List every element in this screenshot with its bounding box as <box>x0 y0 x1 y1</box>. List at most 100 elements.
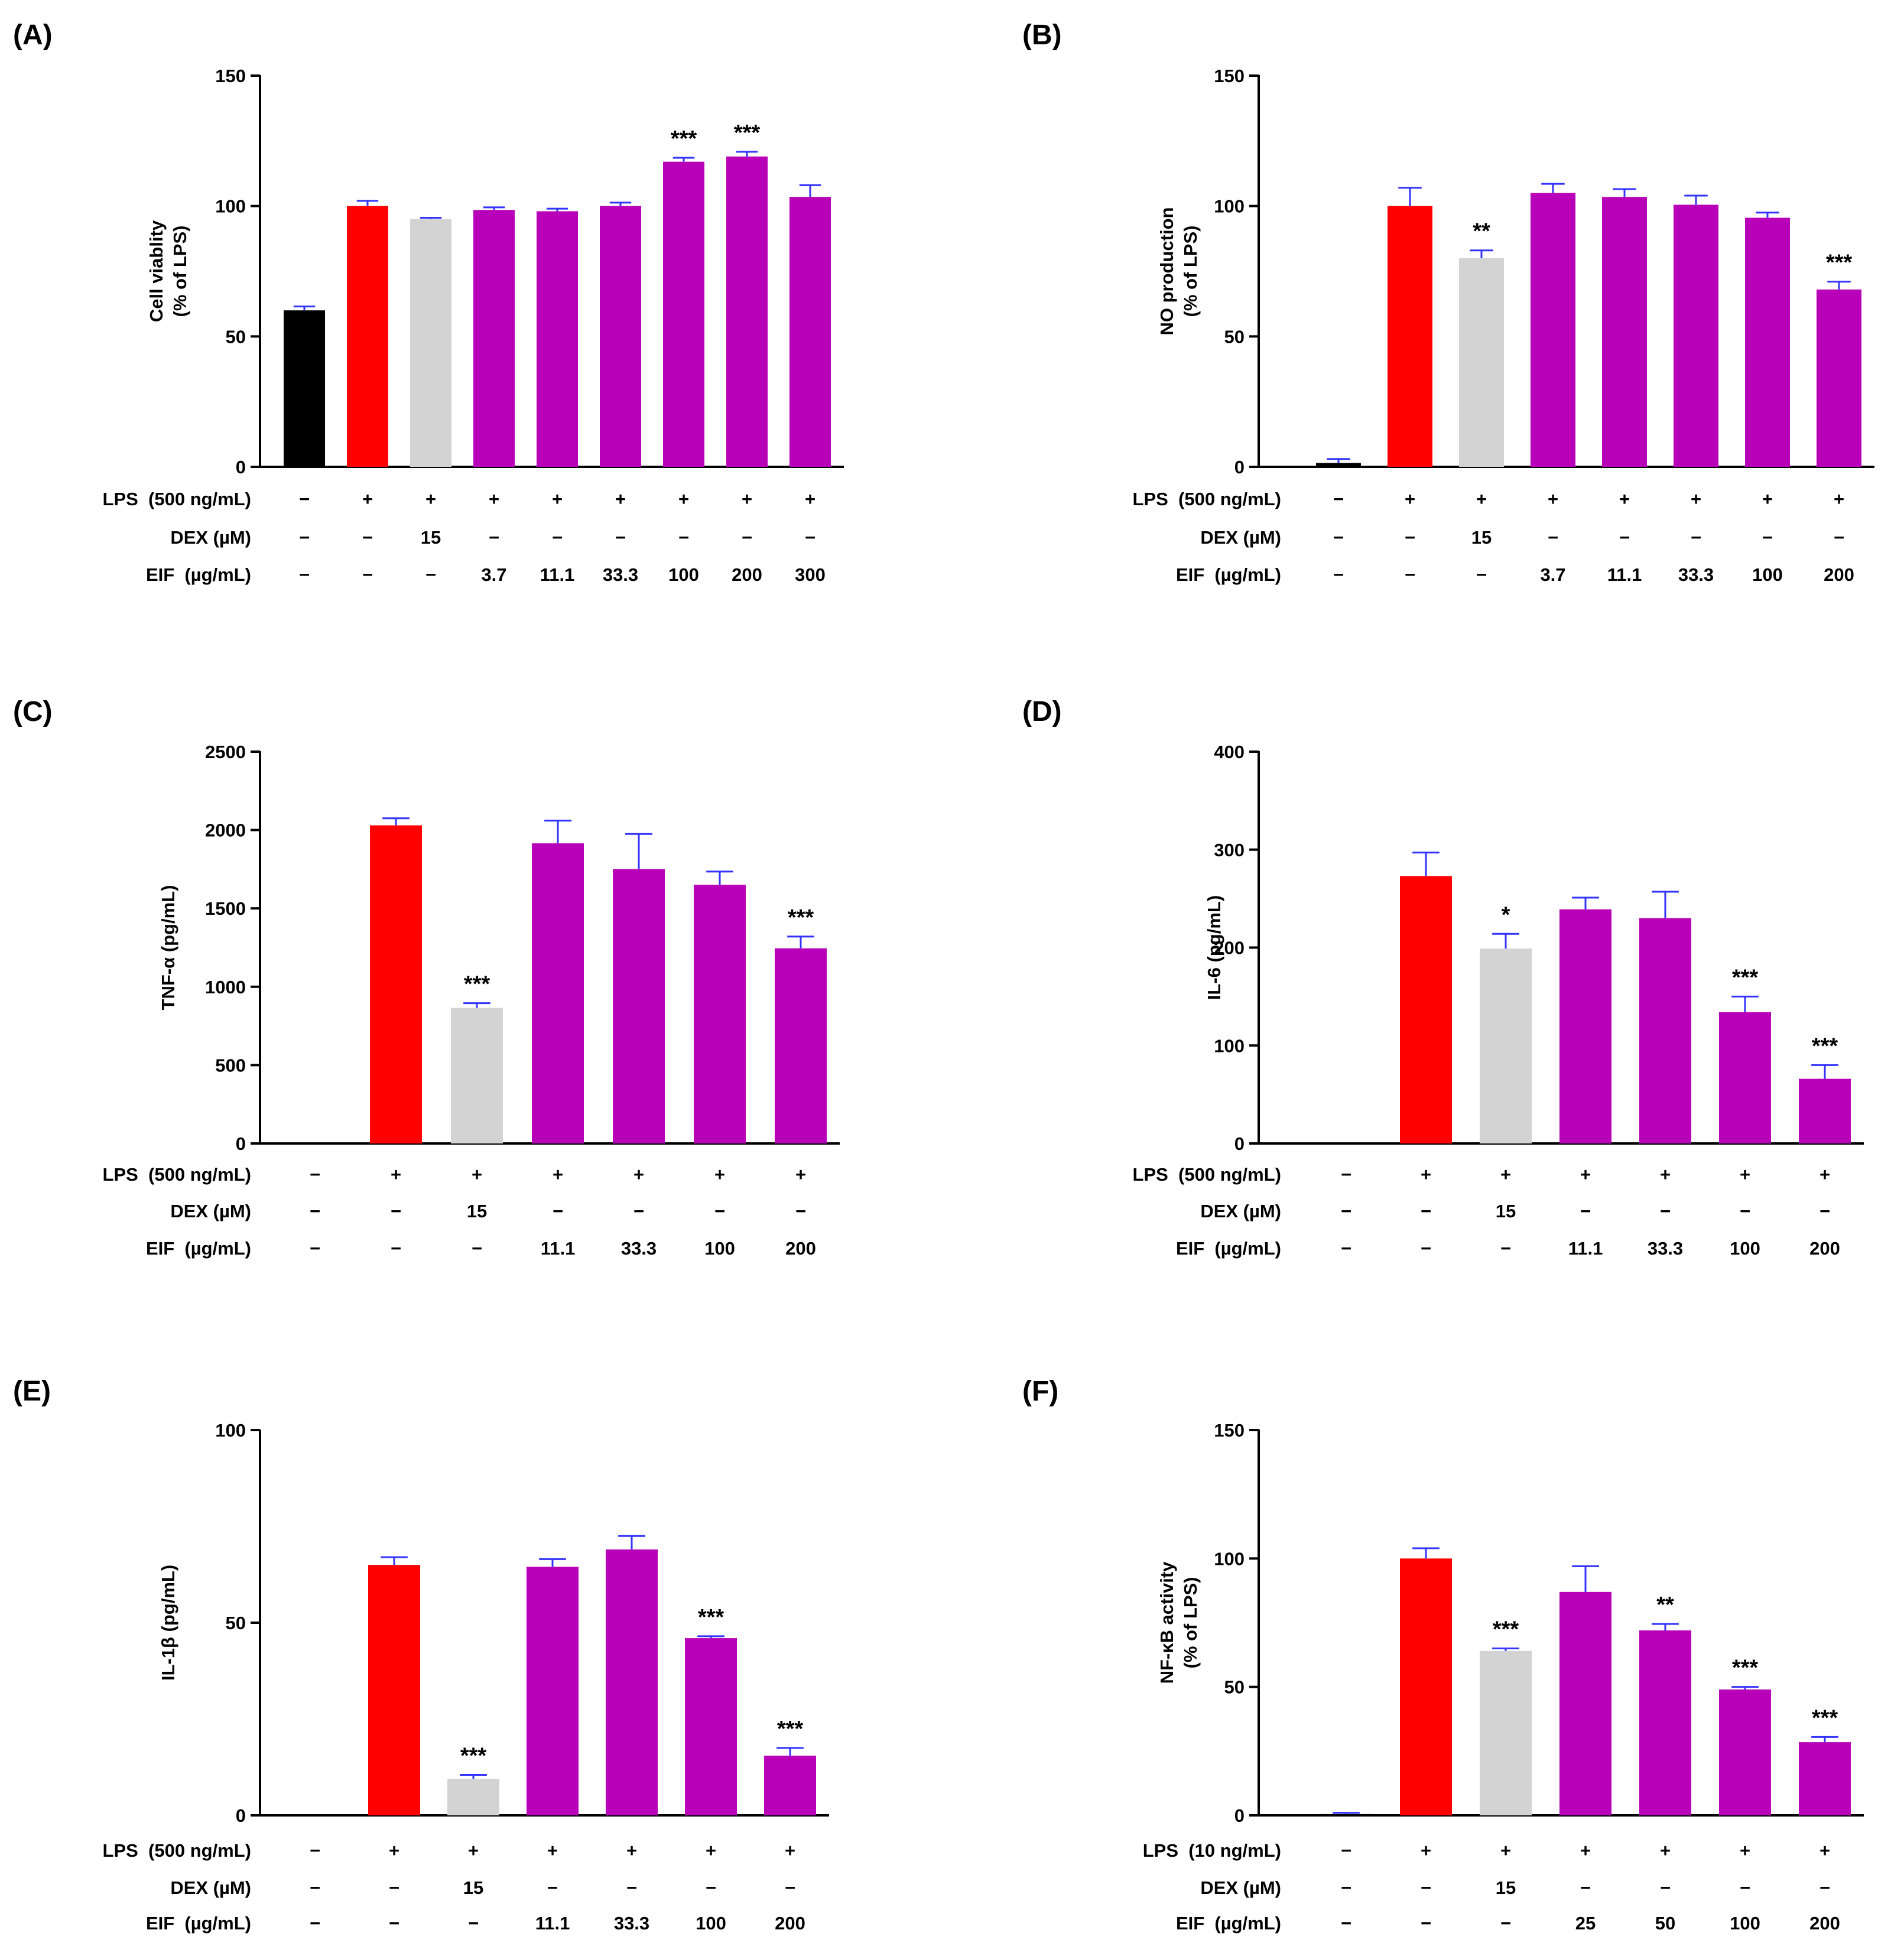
treatment-cell: 200 <box>785 1238 816 1259</box>
panel-label: (B) <box>1022 20 1062 51</box>
treatment-cell: − <box>1619 527 1630 548</box>
treatment-cell: 300 <box>795 564 826 585</box>
y-tick-label: 300 <box>1214 840 1245 860</box>
treatment-cell: 200 <box>732 564 762 585</box>
bar-eif <box>1531 193 1575 467</box>
y-tick-label: 150 <box>1214 66 1245 86</box>
y-tick-label: 0 <box>1234 1133 1245 1154</box>
bar-dex <box>451 1008 503 1143</box>
treatment-cell: + <box>1819 1164 1830 1185</box>
significance-marker: *** <box>671 126 697 151</box>
treatment-cell: + <box>1500 1840 1511 1861</box>
treatment-row-label: LPS (500 ng/mL) <box>103 489 251 509</box>
treatment-cell: + <box>615 489 626 509</box>
treatment-cell: − <box>1819 1201 1830 1221</box>
bar-eif <box>1719 1012 1771 1143</box>
treatment-row-label: DEX (µM) <box>1200 1877 1281 1898</box>
treatment-cell: − <box>552 527 563 548</box>
y-tick-label: 100 <box>215 196 246 217</box>
treatment-cell: + <box>1762 489 1773 509</box>
treatment-cell: + <box>468 1840 479 1861</box>
treatment-cell: 11.1 <box>1568 1238 1603 1259</box>
treatment-cell: 100 <box>704 1238 735 1259</box>
bar-dex <box>1480 1650 1532 1815</box>
treatment-row-label: LPS (500 ng/mL) <box>103 1840 251 1861</box>
bar-dex <box>1459 258 1504 467</box>
bar-lps <box>1400 876 1452 1143</box>
y-tick-label: 150 <box>1214 1420 1245 1441</box>
treatment-cell: − <box>1580 1201 1591 1221</box>
treatment-row-label: DEX (µM) <box>1200 1201 1281 1221</box>
bar-eif <box>775 948 827 1143</box>
treatment-row-label: DEX (µM) <box>170 1201 251 1221</box>
bar-eif <box>527 1567 579 1815</box>
treatment-cell: − <box>547 1877 558 1898</box>
treatment-row-label: EIF (µg/mL) <box>146 1913 251 1934</box>
panel-label: (A) <box>13 20 53 51</box>
treatment-cell: − <box>706 1877 716 1898</box>
bar-control <box>1320 1814 1372 1815</box>
treatment-cell: + <box>1619 489 1630 509</box>
treatment-cell: − <box>785 1877 795 1898</box>
treatment-cell: 11.1 <box>541 1238 576 1259</box>
treatment-cell: − <box>1333 489 1344 509</box>
bar-eif <box>685 1638 737 1815</box>
treatment-row-label: LPS (500 ng/mL) <box>1133 1164 1281 1185</box>
treatment-cell: + <box>626 1840 637 1861</box>
treatment-cell: − <box>1341 1840 1351 1861</box>
panel-label: (C) <box>13 696 53 727</box>
treatment-cell: − <box>1500 1913 1511 1934</box>
treatment-cell: − <box>1405 564 1415 585</box>
treatment-cell: − <box>1333 527 1344 548</box>
y-tick-label: 50 <box>1224 1677 1245 1698</box>
treatment-cell: − <box>310 1238 320 1259</box>
treatment-cell: − <box>1580 1877 1591 1898</box>
bar-lps <box>1400 1558 1452 1815</box>
bar-eif <box>1799 1742 1851 1815</box>
treatment-cell: − <box>468 1913 479 1934</box>
treatment-cell: − <box>1341 1913 1351 1934</box>
treatment-cell: − <box>1421 1913 1431 1934</box>
treatment-cell: + <box>362 489 373 509</box>
y-tick-label: 50 <box>226 326 246 347</box>
chart-panel-e: (E) 0 50 100 IL-1β (pg/mL) *** *** *** LPS (500 … <box>13 1376 829 1934</box>
treatment-cell: − <box>1834 527 1844 548</box>
treatment-cell: − <box>1405 527 1415 548</box>
treatment-cell: + <box>1740 1840 1750 1861</box>
treatment-cell: − <box>391 1238 401 1259</box>
treatment-cell: 25 <box>1575 1913 1596 1934</box>
treatment-cell: + <box>1660 1840 1671 1861</box>
treatment-cell: + <box>633 1164 644 1185</box>
bar-eif <box>473 210 515 467</box>
y-axis-label: NO production <box>1156 207 1177 336</box>
panel-label: (D) <box>1022 696 1062 727</box>
treatment-cell: − <box>1500 1238 1511 1259</box>
treatment-cell: − <box>310 1913 320 1934</box>
treatment-cell: 33.3 <box>621 1238 657 1259</box>
treatment-cell: 50 <box>1655 1913 1675 1934</box>
y-tick-label: 100 <box>1214 1035 1245 1056</box>
bar-dex <box>1480 948 1532 1143</box>
treatment-cell: + <box>1500 1164 1511 1185</box>
treatment-cell: − <box>1691 527 1701 548</box>
treatment-cell: + <box>389 1840 399 1861</box>
significance-marker: *** <box>734 121 761 145</box>
treatment-cell: − <box>389 1877 399 1898</box>
y-tick-label: 50 <box>226 1613 246 1633</box>
treatment-cell: − <box>1333 564 1344 585</box>
treatment-cell: − <box>1421 1201 1431 1221</box>
bar-eif <box>1639 918 1691 1143</box>
treatment-cell: 11.1 <box>540 564 575 585</box>
treatment-cell: + <box>1691 489 1701 509</box>
treatment-cell: + <box>714 1164 725 1185</box>
bar-eif <box>1799 1078 1851 1143</box>
significance-marker: *** <box>1732 965 1759 990</box>
bar-lps <box>370 825 422 1143</box>
treatment-cell: + <box>1548 489 1558 509</box>
treatment-cell: 100 <box>668 564 699 585</box>
treatment-cell: + <box>805 489 815 509</box>
y-axis-label: IL-1β (pg/mL) <box>158 1565 178 1681</box>
bar-eif <box>694 885 746 1143</box>
treatment-cell: − <box>1476 564 1487 585</box>
